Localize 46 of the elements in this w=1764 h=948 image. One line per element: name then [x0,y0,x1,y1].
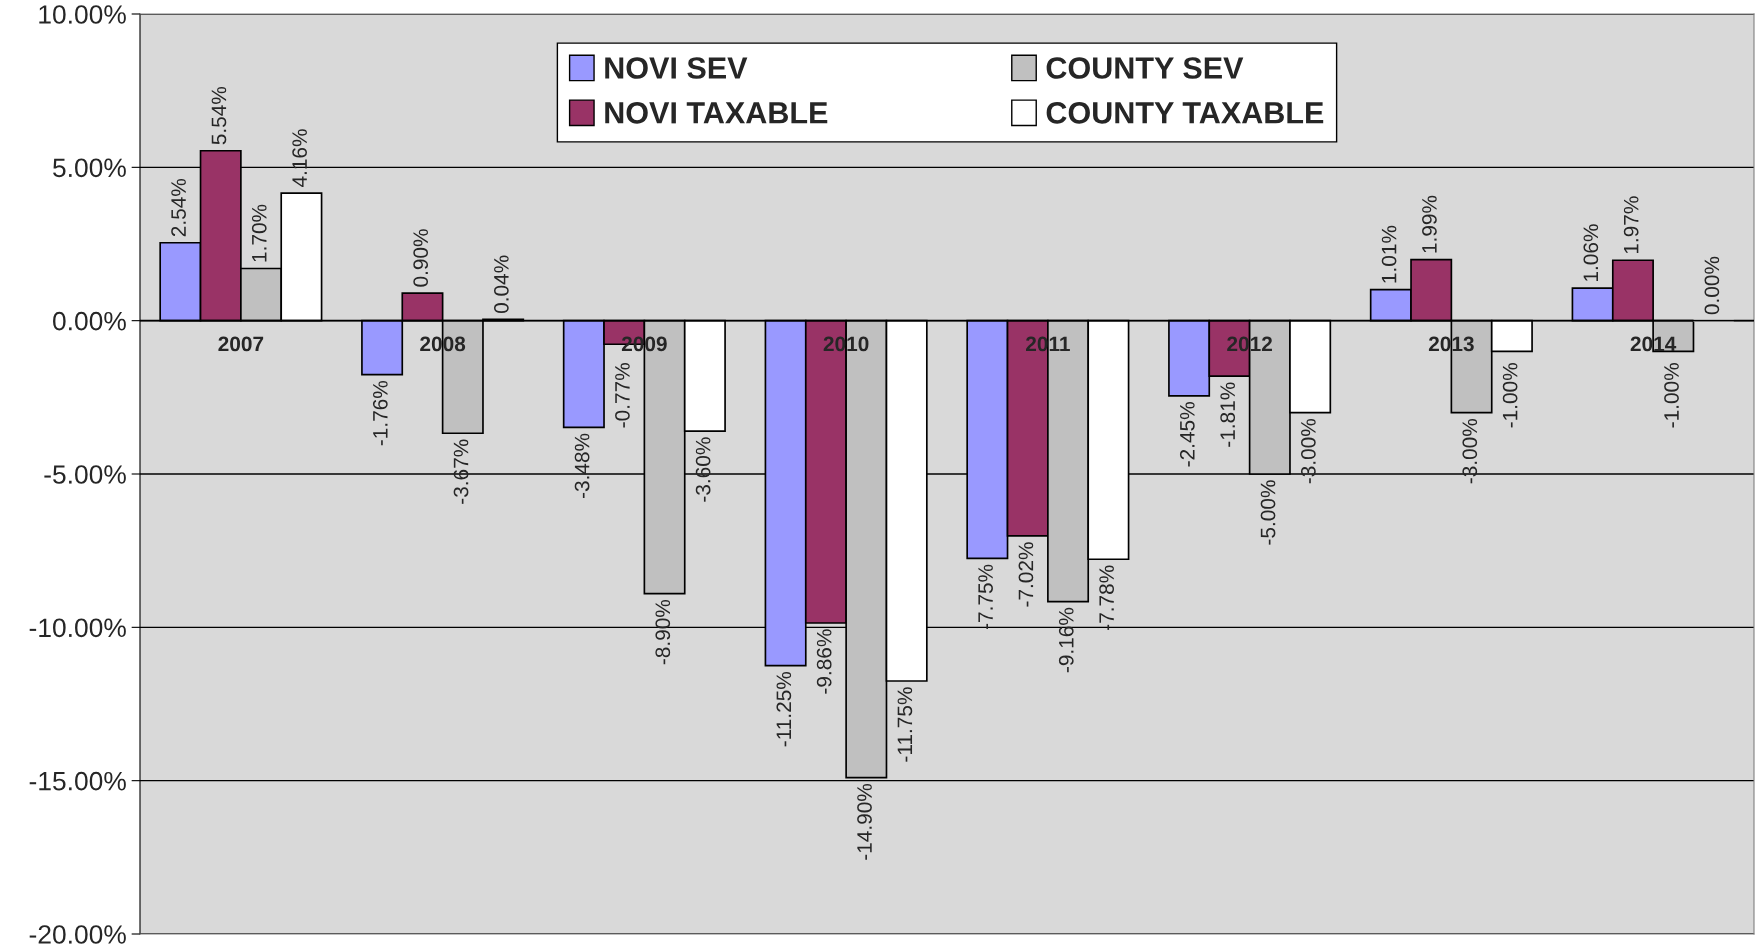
data-label: -1.81% [1220,382,1236,447]
y-tick-label: 5.00% [53,158,126,178]
data-label: 1.70% [251,204,267,262]
data-label: -3.60% [695,437,711,502]
data-label: -11.25% [776,671,792,747]
data-label: -3.67% [453,439,469,504]
y-tick-label: 0.00% [53,311,126,331]
data-label: 1.01% [1381,225,1397,283]
data-label: -11.75% [897,687,913,762]
data-label: 2.54% [171,178,186,237]
data-label: 1.99% [1422,195,1437,253]
legend-label: COUNTY SEV [1046,57,1244,79]
data-label: -1.76% [372,380,388,446]
data-label: -5.00% [1260,480,1276,545]
data-label: -7.75% [978,564,993,629]
x-tick-label: 2010 [823,336,869,352]
data-label: -2.45% [1179,402,1195,467]
data-label: 1.06% [1583,224,1599,282]
legend-label: NOVI SEV [605,57,748,79]
legend-label: NOVI TAXABLE [605,102,828,124]
legend-label: COUNTY TAXABLE [1046,102,1324,124]
y-tick-label: -5.00% [44,465,126,484]
data-label: -3.00% [1300,418,1316,484]
data-label: -3.00% [1462,418,1478,484]
data-label: -3.48% [574,433,590,499]
data-label: -14.90% [857,783,872,860]
data-label: -9.16% [1058,607,1074,673]
y-tick-label: -15.00% [29,771,126,791]
data-label: -8.90% [655,599,671,665]
data-label: -1.00% [1664,363,1679,428]
data-label: -0.77% [615,363,630,428]
data-label: 0.04% [493,255,509,314]
x-tick-label: 2007 [218,336,264,352]
data-label: 0.90% [413,229,429,287]
data-label: 5.54% [211,86,227,145]
y-tick-label: 10.00% [39,5,126,24]
data-label: -7.78% [1099,565,1114,630]
data-label: -9.86% [816,629,832,694]
data-label: -1.00% [1502,363,1518,428]
data-label: -7.02% [1018,542,1034,607]
y-tick-label: -10.00% [29,618,126,638]
data-label: 0.00% [1704,256,1720,315]
y-tick-label: -20.00% [29,925,126,944]
data-label: 1.97% [1623,196,1639,254]
x-tick-label: 2011 [1026,336,1070,352]
data-label: 4.16% [292,129,307,188]
